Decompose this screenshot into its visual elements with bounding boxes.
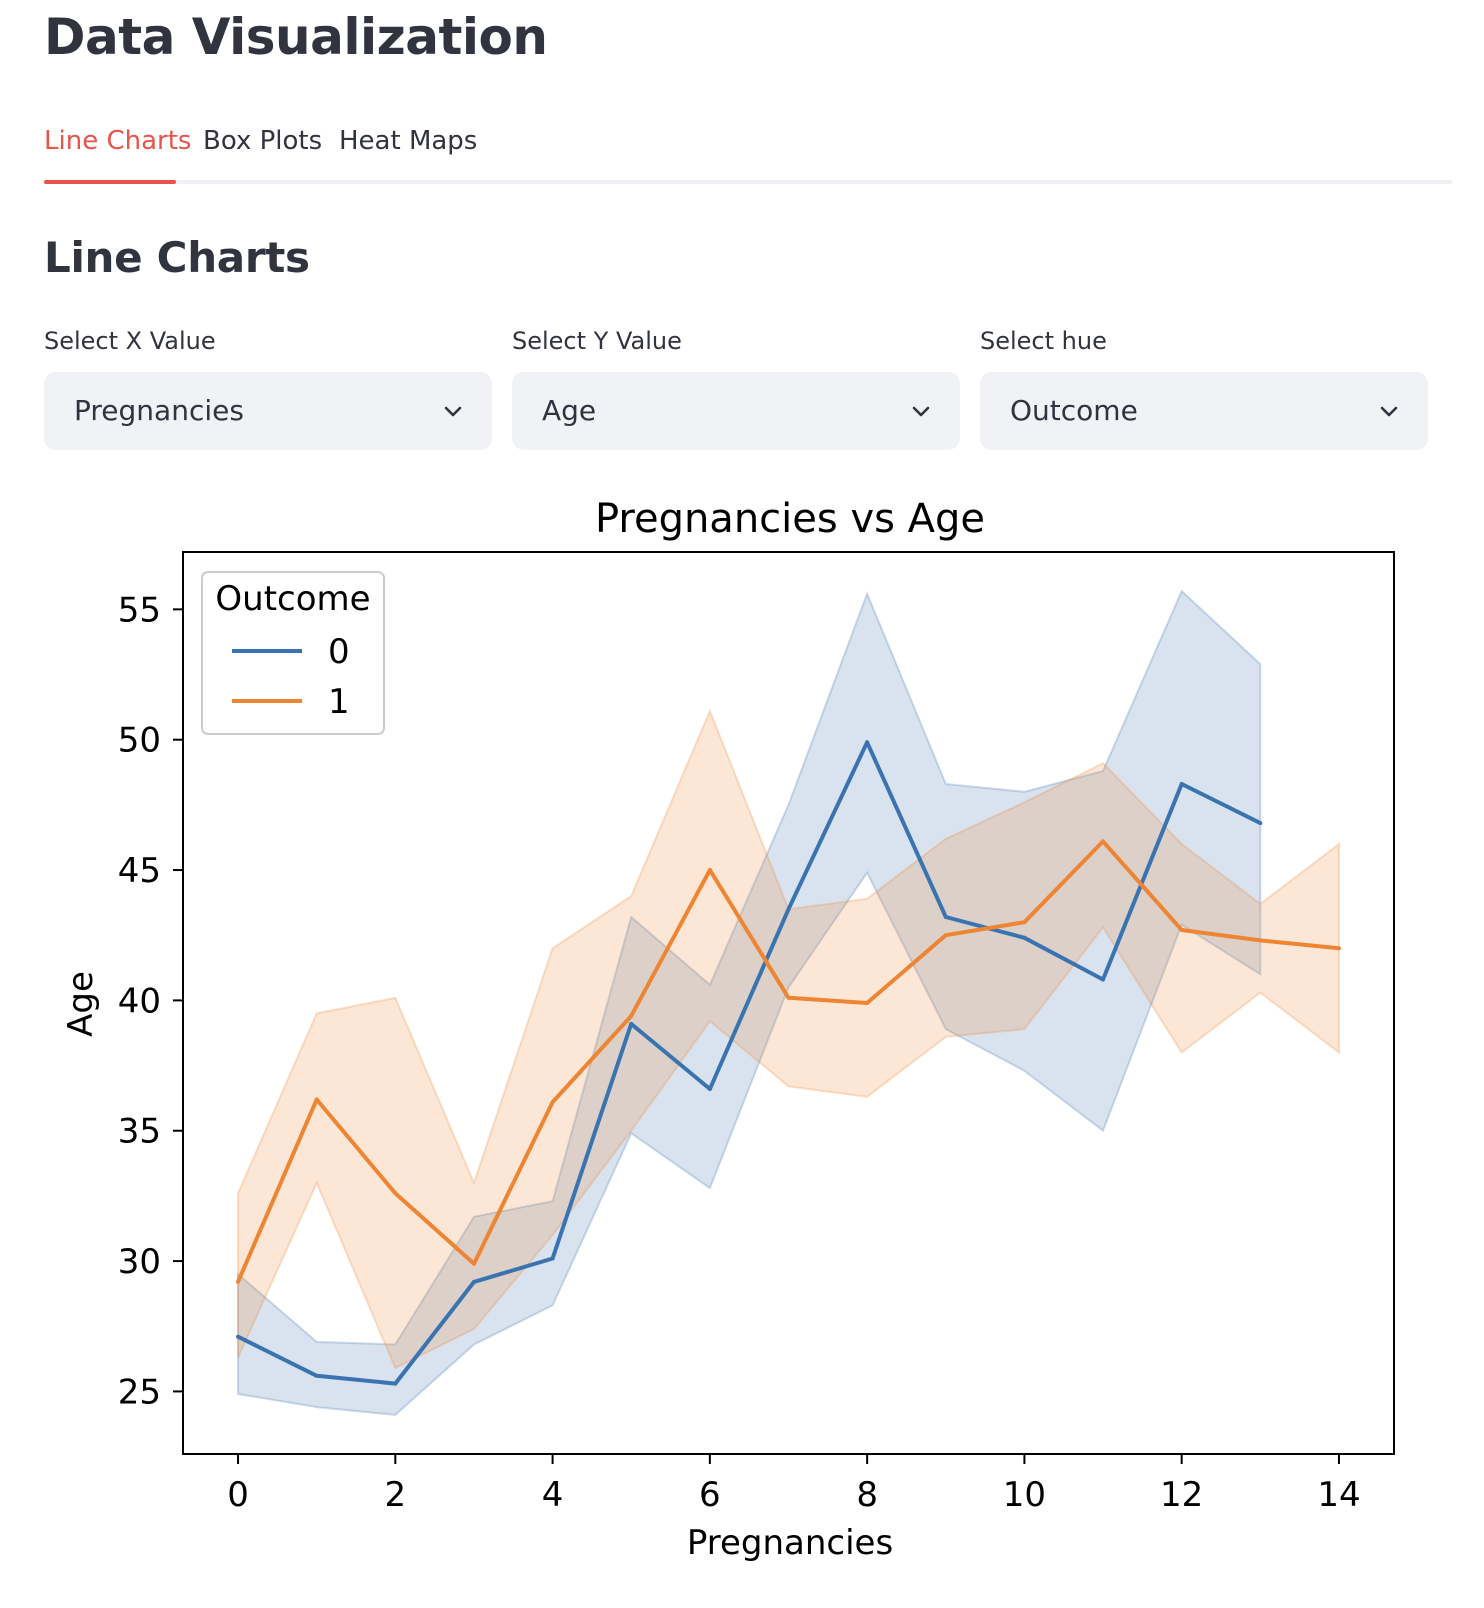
y-tick-label: 35 xyxy=(118,1112,161,1152)
line-chart: Pregnancies vs Age 0 2 4 6 8 10 12 142530354045… xyxy=(61,496,1395,1563)
series-1-point xyxy=(707,868,712,872)
section-title: Line Charts xyxy=(44,233,310,282)
series-1-point xyxy=(472,1261,476,1266)
series-1-point xyxy=(1337,946,1341,951)
series-0-point xyxy=(1022,935,1027,940)
series-0-point xyxy=(629,1021,634,1026)
x-tick-label: 2 xyxy=(384,1475,406,1515)
series-1-point xyxy=(1022,920,1027,925)
x-axis-label: Pregnancies xyxy=(687,1523,893,1563)
y-tick-label: 40 xyxy=(118,981,161,1021)
series-1-point xyxy=(236,1279,240,1284)
series-0-point xyxy=(786,907,791,912)
select-y-group: Select Y Value Age xyxy=(512,326,960,450)
series-1-point xyxy=(786,995,791,1000)
select-hue-value: Outcome xyxy=(1010,394,1138,427)
active-tab-indicator xyxy=(44,180,176,184)
x-tick-label: 8 xyxy=(856,1475,878,1515)
series-0-point xyxy=(550,1256,555,1261)
series-1-point xyxy=(550,1100,555,1105)
tab-box-plots[interactable]: Box Plots xyxy=(203,126,323,156)
plot-frame xyxy=(182,551,1395,1455)
x-tick-label: 14 xyxy=(1317,1475,1360,1515)
legend-label-1: 1 xyxy=(328,682,350,722)
y-tick-label: 50 xyxy=(118,721,161,761)
chevron-down-icon xyxy=(444,406,462,417)
x-tick-label: 0 xyxy=(227,1475,249,1515)
series-0-point xyxy=(236,1334,240,1339)
y-tick-label: 55 xyxy=(118,590,161,630)
select-x-group: Select X Value Pregnancies xyxy=(44,326,492,450)
select-y-dropdown[interactable]: Age xyxy=(512,372,960,450)
select-x-label: Select X Value xyxy=(44,327,216,355)
legend-label-0: 0 xyxy=(328,632,350,672)
series-0-point xyxy=(1101,977,1105,982)
series-1-ci-band xyxy=(237,708,1340,1370)
select-x-value: Pregnancies xyxy=(74,394,244,427)
legend-title: Outcome xyxy=(215,579,370,619)
series-1-point xyxy=(1179,928,1184,932)
series-0-point xyxy=(943,915,948,919)
select-hue-group: Select hue Outcome xyxy=(980,326,1428,450)
x-tick-label: 10 xyxy=(1003,1475,1046,1515)
select-hue-label: Select hue xyxy=(980,327,1107,355)
tab-bar-divider xyxy=(44,180,1452,184)
series-1-point xyxy=(865,1001,870,1005)
x-tick-label: 12 xyxy=(1160,1475,1203,1515)
series-0-point xyxy=(393,1381,398,1386)
select-x-dropdown[interactable]: Pregnancies xyxy=(44,372,492,450)
x-tick-label: 6 xyxy=(699,1475,721,1515)
series-0-point xyxy=(314,1373,319,1378)
series-1-point xyxy=(1101,839,1105,844)
chart-title: Pregnancies vs Age xyxy=(595,496,985,542)
series-0-point xyxy=(472,1279,476,1284)
chevron-down-icon xyxy=(1380,406,1398,417)
x-tick-label: 4 xyxy=(542,1475,564,1515)
series-0-point xyxy=(707,1087,712,1091)
y-axis-label: Age xyxy=(61,971,101,1037)
tab-bar: Line Charts Box Plots Heat Maps xyxy=(44,120,1452,184)
series-1-point xyxy=(314,1097,319,1102)
select-hue-dropdown[interactable]: Outcome xyxy=(980,372,1428,450)
chevron-down-icon xyxy=(912,406,930,417)
select-y-label: Select Y Value xyxy=(512,327,682,355)
legend: Outcome 0 1 xyxy=(201,571,385,735)
y-tick-label: 45 xyxy=(118,851,161,891)
y-tick-label: 30 xyxy=(118,1242,161,1282)
series-1-point xyxy=(943,933,948,938)
select-y-value: Age xyxy=(542,394,597,427)
series-0-line xyxy=(237,740,1262,1386)
plot-area xyxy=(236,589,1341,1416)
series-0-point xyxy=(865,740,870,745)
page-title: Data Visualization xyxy=(44,8,548,66)
tab-line-charts[interactable]: Line Charts xyxy=(44,126,192,156)
series-0-point xyxy=(1179,782,1184,786)
series-1-point xyxy=(1258,938,1263,943)
series-1-point xyxy=(393,1191,398,1196)
series-0-point xyxy=(1258,821,1263,826)
series-1-point xyxy=(629,1014,634,1018)
y-tick-label: 25 xyxy=(118,1372,161,1412)
tab-heat-maps[interactable]: Heat Maps xyxy=(339,126,478,156)
